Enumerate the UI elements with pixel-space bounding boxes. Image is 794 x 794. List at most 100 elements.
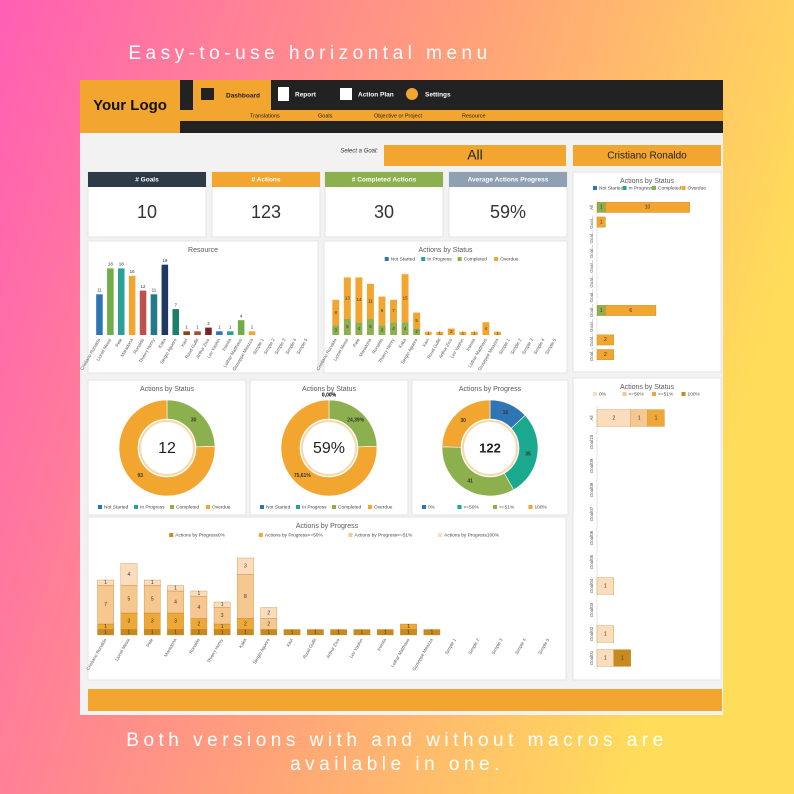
- bar: [401, 322, 409, 335]
- bar: [332, 299, 340, 326]
- bar: [172, 309, 180, 335]
- submenu-item[interactable]: Resource: [462, 113, 486, 119]
- value-label: 75,61%: [294, 473, 312, 479]
- filter-label: Select a Goal:: [340, 149, 378, 155]
- value-label: 4: [174, 599, 177, 605]
- bar: [237, 320, 245, 335]
- value-label: 3: [335, 327, 338, 332]
- chart-title: Resource: [188, 247, 218, 254]
- legend-swatch: [494, 257, 499, 261]
- value-label: 1: [218, 324, 221, 329]
- legend-swatch: [681, 392, 686, 396]
- legend-swatch: [170, 505, 174, 509]
- bar: [596, 625, 615, 643]
- donut-center: [462, 420, 518, 476]
- legend-swatch: [348, 533, 353, 537]
- menu-item[interactable]: Action Plan: [358, 92, 394, 99]
- value-label: 13: [345, 295, 351, 300]
- value-label: 1: [600, 308, 603, 314]
- value-label: 1: [128, 630, 131, 636]
- category-label: Goal...: [589, 260, 594, 273]
- chart-title: Actions by Status: [620, 178, 675, 185]
- submenu-item[interactable]: Goals: [318, 113, 333, 119]
- chart-panel: [323, 240, 568, 374]
- bar: [355, 322, 363, 335]
- value-label: 6: [629, 308, 632, 314]
- legend-swatch: [384, 257, 389, 261]
- legend-swatch: [457, 505, 462, 509]
- chart-title: Actions by Status: [140, 386, 195, 393]
- value-label: 12: [141, 284, 147, 289]
- legend-label: Overdue: [374, 504, 393, 510]
- category-label: Kaka: [157, 337, 167, 349]
- bar: [205, 327, 212, 335]
- value-label: 1: [197, 591, 200, 597]
- menu-bar: [80, 80, 723, 110]
- value-label: 4: [197, 605, 200, 611]
- bar: [226, 331, 234, 335]
- legend-swatch: [134, 505, 138, 509]
- value-label: 1: [430, 630, 433, 636]
- category-label: Goal10: [589, 434, 594, 449]
- legend-swatch: [622, 392, 627, 396]
- kpi-value: 59%: [490, 202, 526, 222]
- menu-item[interactable]: Report: [295, 92, 317, 99]
- donut-center-label: 122: [479, 440, 501, 455]
- value-label: 1: [267, 630, 270, 636]
- value-label: 2: [197, 621, 200, 627]
- menu-item[interactable]: Settings: [425, 92, 451, 99]
- person-box: [573, 145, 721, 166]
- submenu-item[interactable]: Translations: [250, 113, 280, 119]
- menu-item[interactable]: Dashboard: [226, 93, 260, 100]
- bar: [143, 579, 161, 586]
- chart-panel: [572, 171, 722, 373]
- value-label: 2: [604, 337, 607, 343]
- donut-slice: [280, 399, 378, 497]
- category-label: Xavi: [180, 338, 189, 348]
- bar: [213, 601, 231, 608]
- bar: [107, 268, 114, 335]
- value-label: 11: [152, 287, 157, 292]
- value-label: 2: [450, 329, 453, 334]
- filter-box[interactable]: [384, 145, 566, 166]
- legend-label: Actions by Progress0%: [175, 532, 225, 538]
- value-label: 2: [244, 621, 247, 627]
- bar: [447, 328, 455, 335]
- category-label: Xavi: [421, 338, 430, 348]
- legend-swatch: [652, 392, 656, 396]
- chart-title: Actions by Progress: [459, 386, 522, 393]
- legend-label: Completed: [464, 256, 488, 262]
- legend-label: Overdue: [500, 256, 519, 262]
- value-label: 1: [655, 415, 658, 421]
- chart-title: Actions by Progress: [296, 523, 359, 530]
- icon: [406, 88, 418, 100]
- value-label: 16: [130, 269, 136, 274]
- submenu-item[interactable]: Objective or Project: [374, 113, 422, 119]
- value-label: 1: [638, 415, 641, 421]
- value-label: 1: [427, 331, 430, 336]
- bar: [378, 296, 386, 326]
- bar: [400, 623, 417, 630]
- value-label: 1: [151, 580, 154, 586]
- legend-label: Completed: [338, 504, 362, 510]
- chart-title: Actions by Status: [620, 384, 675, 391]
- value-label: 2: [604, 352, 607, 358]
- value-label: 1: [174, 586, 177, 592]
- category-label: Kaka: [238, 637, 248, 649]
- value-label: 1: [384, 630, 387, 636]
- category-label: Goal04: [589, 578, 594, 593]
- bar: [330, 629, 347, 636]
- chart-title: Actions by Status: [302, 386, 357, 393]
- bar: [237, 557, 254, 575]
- legend-label: In Progress: [427, 256, 452, 262]
- bar: [596, 334, 615, 346]
- category-label: Goal...: [589, 348, 594, 361]
- bar: [596, 349, 615, 360]
- value-label: 16: [503, 410, 509, 416]
- legend-swatch: [169, 533, 174, 537]
- value-label: 15: [403, 295, 409, 300]
- icon: [278, 87, 289, 101]
- category-label: Goal...: [589, 319, 594, 332]
- value-label: 11: [97, 287, 102, 292]
